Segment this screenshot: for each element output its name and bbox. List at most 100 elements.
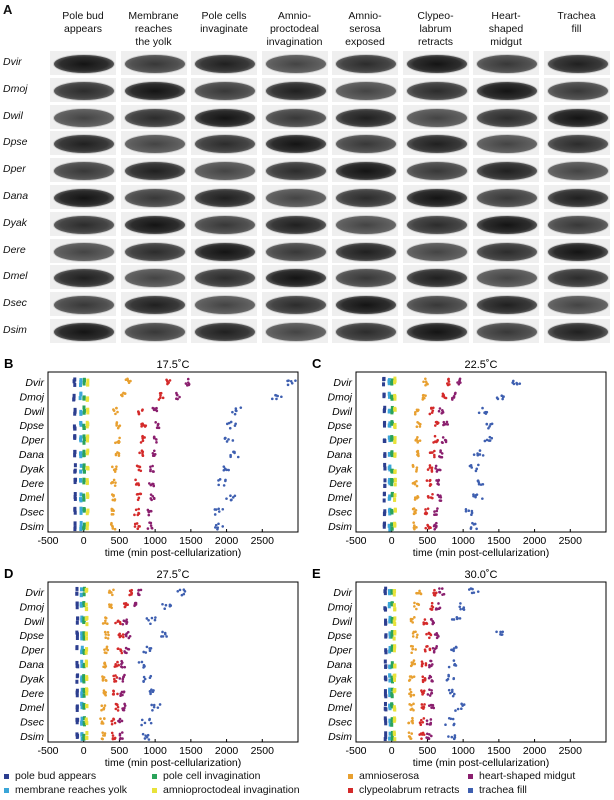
species-tick-label: Dsim [20, 521, 44, 533]
stage-point [421, 678, 425, 682]
stage-point [144, 651, 148, 654]
embryo-shape [194, 54, 256, 74]
stage-column-headers: Pole bud appears Membrane reaches the yol… [48, 10, 612, 52]
species-tick-label: Dmel [327, 492, 352, 504]
x-axis-label: time (min post-cellularization) [105, 757, 242, 769]
embryo-shape [194, 295, 256, 316]
stage-point [134, 508, 138, 512]
stage-point [151, 406, 155, 410]
stage-point [501, 397, 504, 401]
stage-point [73, 407, 77, 412]
embryo-image [473, 131, 539, 156]
stage-point [383, 701, 387, 706]
stage-point [143, 436, 146, 439]
embryo-image [191, 265, 257, 290]
stage-point [413, 605, 416, 608]
stage-point [421, 398, 425, 401]
stage-point [453, 392, 457, 396]
stage-point [82, 664, 86, 669]
stage-point [159, 396, 162, 400]
embryo-shape [476, 161, 538, 182]
stage-point [84, 663, 88, 668]
species-tick-label: Dyak [20, 463, 45, 475]
stage-point [470, 466, 474, 469]
stage-point [420, 660, 424, 663]
stage-point [419, 723, 423, 727]
embryo-image [473, 77, 539, 102]
stage-point [390, 589, 394, 594]
stage-point [122, 690, 126, 694]
stage-point [149, 721, 153, 725]
stage-point [86, 450, 90, 455]
stage-point [114, 679, 118, 683]
stage-point [73, 411, 77, 416]
stage-point [231, 496, 235, 499]
stage-point [222, 484, 226, 487]
stage-point [434, 467, 437, 470]
embryo-shape [476, 134, 538, 155]
stage-point [115, 424, 118, 427]
stage-point [75, 591, 79, 596]
stage-point [415, 466, 419, 469]
stage-point [82, 703, 86, 708]
stage-header: Heart- shaped midgut [488, 10, 524, 48]
stage-point [485, 438, 489, 442]
stage-point [411, 647, 415, 651]
stage-point [390, 468, 394, 473]
embryo-image [191, 211, 257, 236]
stage-point [388, 511, 392, 516]
stage-point [452, 692, 456, 696]
stage-point [73, 463, 77, 468]
stage-point [388, 665, 392, 670]
embryo-shape [53, 54, 115, 74]
stage-point [82, 469, 86, 474]
embryo-shape [546, 134, 609, 155]
stage-point [121, 707, 124, 710]
stage-point [483, 439, 487, 443]
stage-point [418, 589, 421, 593]
stage-point [141, 732, 145, 736]
stage-point [86, 410, 90, 415]
x-tick-label: 1500 [487, 535, 511, 547]
stage-point [116, 410, 119, 414]
stage-point [414, 411, 417, 414]
stage-point [387, 508, 391, 513]
stage-point [430, 608, 434, 611]
stage-point [432, 593, 436, 597]
stage-point [105, 645, 109, 649]
stage-point [416, 409, 419, 413]
stage-point [130, 591, 134, 595]
stage-point [163, 607, 166, 610]
stage-point [147, 513, 151, 517]
stage-point [393, 436, 397, 441]
stage-point [103, 662, 106, 665]
stage-point [166, 382, 169, 386]
embryo-image [50, 77, 116, 102]
stage-point [102, 707, 105, 711]
stage-point [79, 478, 83, 483]
embryo-image [332, 104, 398, 129]
stage-point [75, 630, 79, 635]
stage-point [117, 425, 121, 428]
embryo-image [50, 238, 116, 263]
stage-point [388, 408, 392, 413]
species-tick-label: Dper [21, 435, 44, 447]
stage-point [120, 731, 124, 734]
stage-point [387, 479, 391, 484]
stage-point [138, 492, 142, 496]
species-tick-label: Dere [21, 688, 44, 700]
stage-point [79, 509, 83, 514]
stage-point [384, 707, 388, 712]
stage-point [72, 393, 76, 398]
embryo-image [120, 292, 187, 317]
embryo-shape [264, 322, 327, 342]
stage-point [425, 479, 429, 482]
stage-point [151, 482, 154, 486]
stage-point [413, 496, 417, 499]
stage-point [138, 451, 141, 455]
stage-point [448, 383, 451, 386]
stage-point [161, 602, 164, 606]
embryo-shape [264, 188, 327, 208]
stage-point [439, 499, 443, 502]
stage-point [133, 522, 137, 526]
